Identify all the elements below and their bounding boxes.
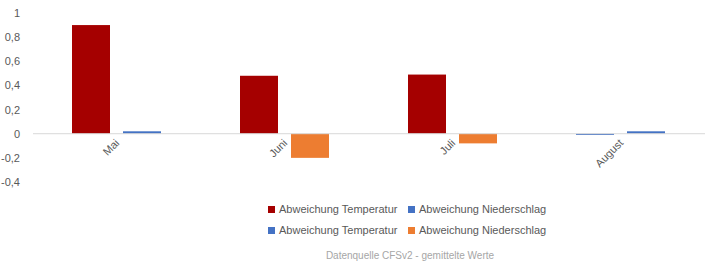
x-tick-label: Mai [100, 137, 121, 158]
legend-label: Abweichung Temperatur [279, 224, 398, 236]
bar [291, 134, 329, 158]
legend-swatch [268, 206, 275, 213]
bars [72, 25, 665, 158]
legend-label: Abweichung Temperatur [279, 203, 398, 215]
y-tick-label: -0,4 [1, 176, 20, 188]
y-tick-label: 0,2 [5, 104, 20, 116]
x-tick-label: Juli [437, 137, 457, 157]
y-tick-label: 0,6 [5, 55, 20, 67]
x-axis-line [33, 133, 705, 134]
chart: -0,4 -0,2 0 0,2 0,4 0,6 0,8 1 Mai Juni Juli August A… [0, 0, 705, 279]
y-tick-label: 0,4 [5, 79, 20, 91]
source-note: Datenquelle CFSv2 - gemittelte Werte [326, 250, 495, 261]
bar [459, 134, 497, 144]
legend-swatch [408, 206, 415, 213]
y-tick-label: 0,8 [5, 31, 20, 43]
legend-swatch [408, 227, 415, 234]
legend-label: Abweichung Niederschlag [419, 203, 546, 215]
y-tick-label: 1 [14, 7, 20, 19]
x-tick-label: Juni [267, 137, 290, 160]
bar [240, 76, 278, 134]
y-tick-label: 0 [14, 128, 20, 140]
y-tick-label: -0,2 [1, 152, 20, 164]
legend: Abweichung Temperatur Abweichung Niedersc… [268, 203, 546, 236]
y-axis: -0,4 -0,2 0 0,2 0,4 0,6 0,8 1 [1, 7, 29, 188]
bar [72, 25, 110, 134]
background [0, 0, 705, 279]
x-axis: Mai Juni Juli August [100, 137, 625, 170]
bar [408, 75, 446, 134]
legend-swatch [268, 227, 275, 234]
legend-label: Abweichung Niederschlag [419, 224, 546, 236]
x-tick-label: August [593, 137, 626, 170]
